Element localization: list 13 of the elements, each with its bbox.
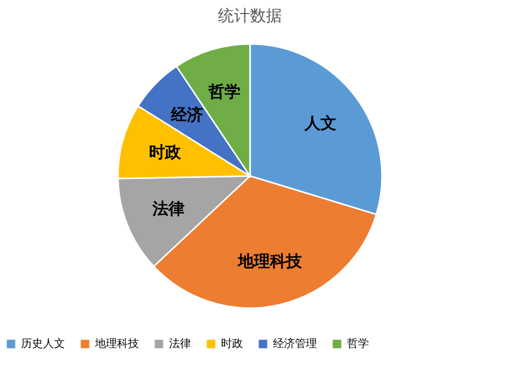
legend-label: 时政 — [221, 337, 243, 350]
legend-label: 历史人文 — [21, 337, 65, 350]
legend-label: 地理科技 — [94, 337, 139, 350]
text: 经济 — [170, 104, 203, 124]
legend-label: 法律 — [169, 337, 191, 350]
text: 法律 — [151, 199, 184, 218]
text: 人文 — [304, 114, 337, 133]
legend-label: 经济管理 — [273, 337, 317, 350]
legend-label: 哲学 — [347, 337, 369, 350]
chart-title: 统计数据 — [218, 6, 282, 25]
text: 地理科技 — [237, 252, 304, 271]
text: 时政 — [149, 142, 182, 162]
text: 哲学 — [207, 82, 240, 101]
